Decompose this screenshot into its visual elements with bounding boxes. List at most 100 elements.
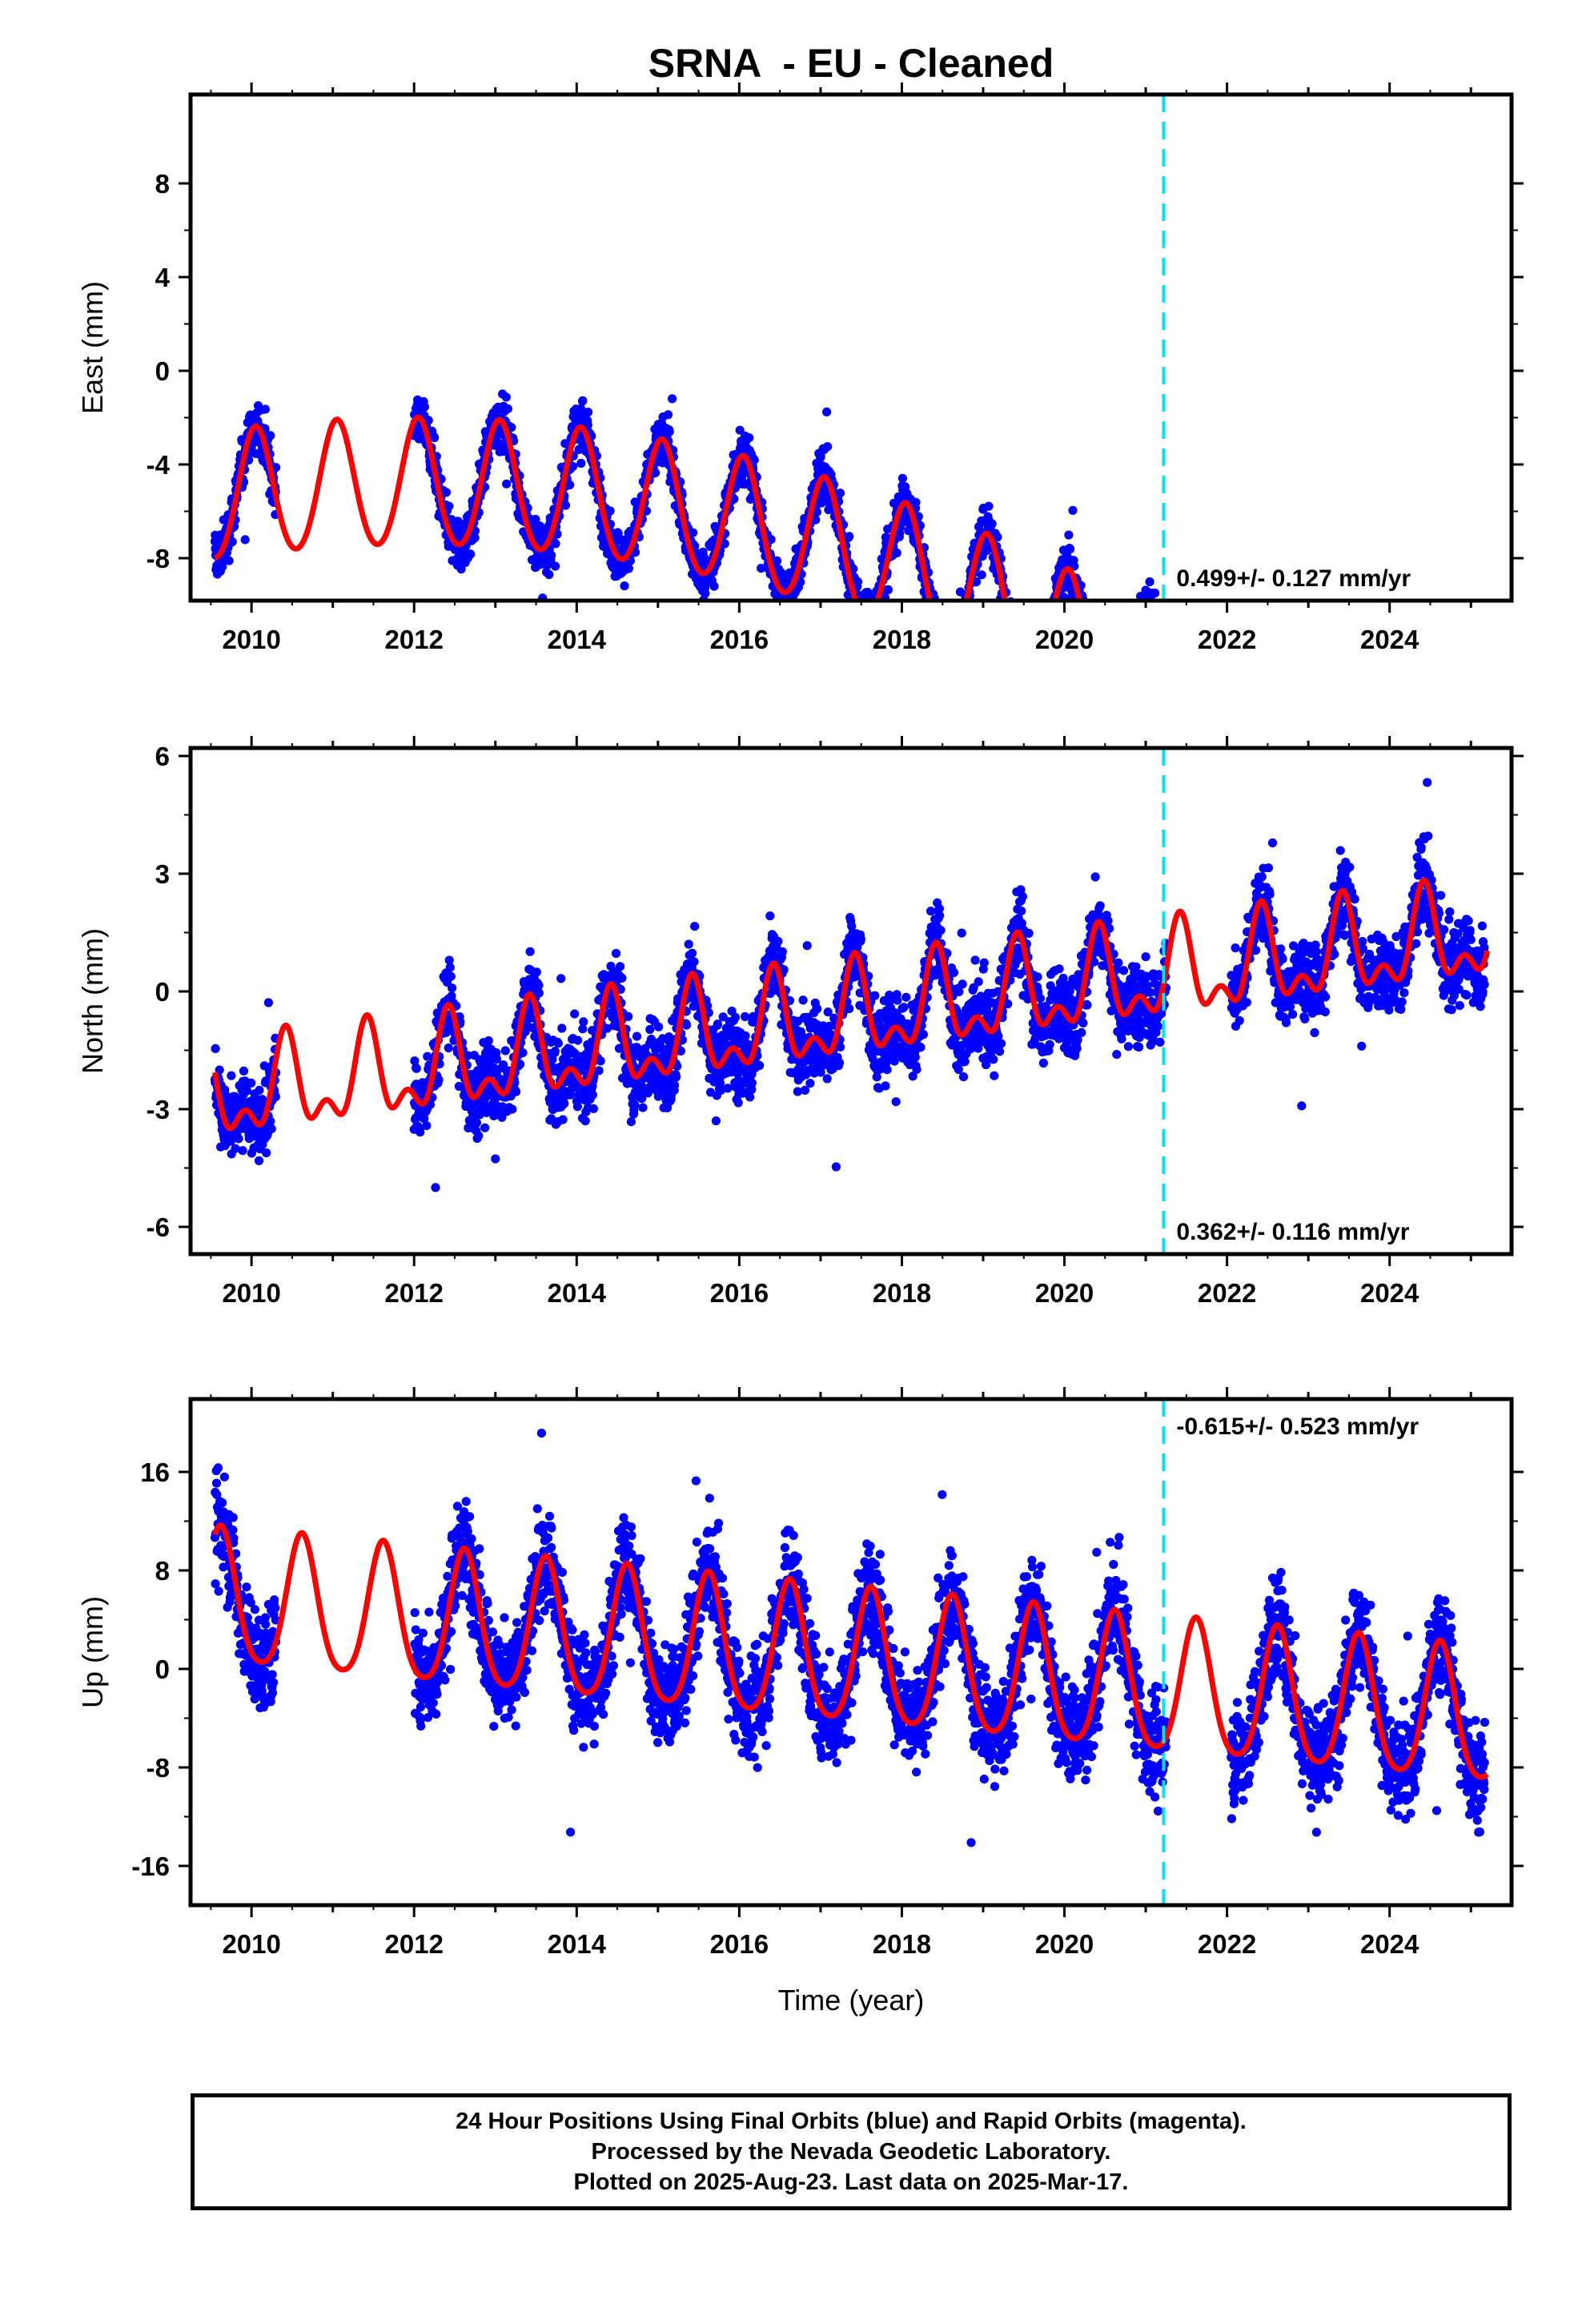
data-point — [1467, 817, 1476, 826]
data-point — [1312, 730, 1321, 739]
data-point — [1102, 706, 1110, 714]
data-point — [1120, 687, 1129, 696]
data-point — [1275, 788, 1283, 797]
data-point — [1004, 636, 1013, 645]
data-point — [1161, 672, 1170, 681]
data-point — [1397, 766, 1406, 774]
data-point — [936, 610, 945, 619]
data-point — [1333, 805, 1342, 814]
data-point — [1458, 826, 1467, 834]
data-point — [1267, 811, 1275, 820]
data-point — [1259, 782, 1267, 791]
data-point — [1358, 846, 1367, 855]
data-point — [864, 615, 873, 624]
data-point — [948, 663, 957, 672]
data-point — [853, 615, 862, 624]
y-tick-label: -4 — [147, 450, 171, 480]
data-point — [1477, 838, 1486, 847]
data-point — [1316, 712, 1325, 721]
data-point — [1391, 750, 1399, 758]
data-point — [1040, 653, 1049, 661]
data-point — [262, 1148, 271, 1158]
data-point — [1343, 817, 1351, 826]
data-point — [1450, 857, 1459, 866]
data-point — [1449, 866, 1458, 875]
data-point — [1262, 795, 1271, 804]
data-point — [1351, 855, 1360, 864]
data-point — [1024, 665, 1033, 674]
data-point — [857, 616, 866, 625]
data-point — [928, 607, 937, 616]
data-point — [1339, 836, 1347, 845]
data-point — [1129, 650, 1138, 659]
data-point — [1113, 719, 1122, 728]
data-point — [1351, 854, 1359, 862]
data-point — [1257, 751, 1266, 760]
data-point — [1108, 728, 1117, 737]
data-point — [1076, 608, 1085, 617]
data-point — [1107, 719, 1116, 728]
data-point — [1480, 815, 1489, 824]
data-point — [1311, 706, 1320, 714]
data-point — [869, 614, 878, 623]
data-point — [1317, 738, 1326, 746]
data-point — [1346, 828, 1355, 837]
data-point — [823, 442, 833, 452]
data-point — [1110, 691, 1119, 700]
data-point — [1136, 609, 1145, 618]
data-point — [1136, 614, 1145, 623]
data-point — [1316, 730, 1325, 739]
data-point — [576, 458, 586, 468]
data-point — [1274, 793, 1283, 802]
data-point — [1350, 853, 1359, 862]
data-point — [1132, 622, 1141, 631]
data-point — [1267, 786, 1275, 795]
data-point — [720, 539, 729, 549]
data-point — [1139, 639, 1148, 648]
data-point — [861, 609, 869, 617]
data-point — [951, 625, 960, 633]
data-point — [1403, 808, 1412, 817]
data-point — [1372, 794, 1381, 802]
data-point — [1371, 819, 1379, 828]
data-point — [896, 522, 905, 532]
data-point — [954, 629, 963, 638]
data-point — [1295, 730, 1304, 738]
data-point — [1352, 850, 1361, 858]
data-point — [866, 615, 875, 624]
data-point — [1340, 836, 1349, 845]
data-point — [1257, 765, 1266, 774]
data-point — [518, 1048, 528, 1058]
data-point — [1307, 710, 1316, 718]
data-point — [1234, 660, 1243, 669]
data-point — [1407, 818, 1415, 826]
data-point — [993, 533, 1002, 542]
data-point — [1253, 769, 1262, 778]
data-point — [1130, 669, 1139, 678]
data-point — [1370, 834, 1379, 842]
data-point — [1121, 712, 1130, 721]
data-point — [1311, 715, 1320, 724]
data-point — [1129, 637, 1138, 646]
data-point — [1125, 665, 1134, 673]
data-point — [1408, 830, 1417, 839]
data-point — [1288, 722, 1297, 730]
data-point — [942, 652, 951, 661]
data-point — [259, 1061, 269, 1071]
data-point — [1369, 810, 1378, 819]
data-point — [1130, 640, 1139, 649]
data-point — [1016, 663, 1025, 672]
data-point — [551, 561, 560, 571]
data-point — [1250, 774, 1259, 782]
data-point — [1476, 821, 1485, 830]
data-point — [556, 974, 566, 983]
data-point — [1343, 835, 1351, 844]
data-point — [416, 1128, 425, 1137]
data-point — [1143, 616, 1152, 625]
data-point — [430, 432, 440, 443]
data-point — [1300, 698, 1309, 706]
data-point — [782, 608, 791, 617]
data-point — [1098, 696, 1106, 705]
data-point — [1353, 840, 1362, 849]
data-point — [1029, 662, 1038, 671]
